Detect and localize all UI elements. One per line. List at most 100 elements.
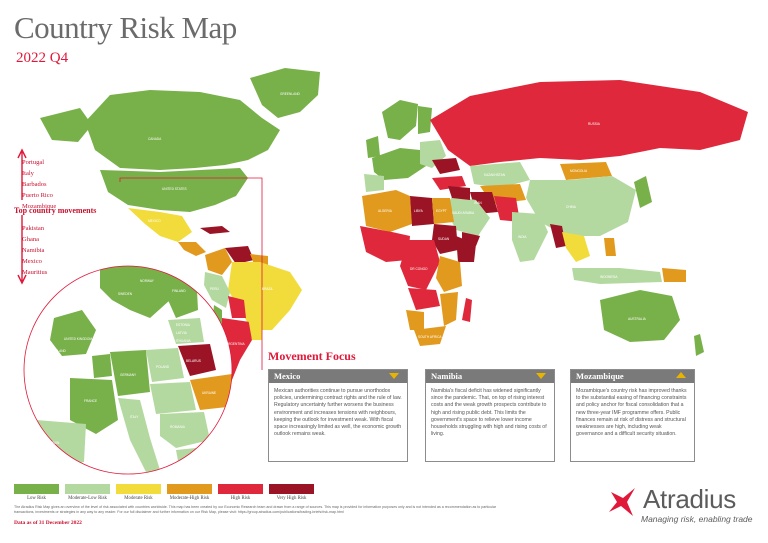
map-region-libya	[410, 196, 434, 226]
label-canada: CANADA	[148, 137, 162, 141]
movement-down-item: Mauritius	[22, 269, 48, 276]
movement-down-item: Namibia	[22, 247, 45, 254]
label-brazil: BRAZIL	[262, 287, 273, 291]
map-region-iraq-syria	[448, 186, 470, 200]
label-saudi: SAUDI ARABIA	[452, 211, 475, 215]
movement-pointer-line	[119, 177, 263, 370]
label-finland: FINLAND	[172, 289, 186, 293]
label-germany: GERMANY	[120, 373, 137, 377]
data-date: Data as of 31 December 2022	[14, 520, 82, 526]
inset-norway-sweden	[100, 266, 170, 318]
inset-germany	[110, 350, 150, 396]
map-region-north-africa-west	[362, 190, 412, 232]
label-south-africa: SOUTH AFRICA	[418, 335, 442, 339]
map-region-indonesia	[572, 268, 662, 284]
legend-swatch	[269, 484, 314, 494]
page-subtitle: 2022 Q4	[16, 50, 69, 66]
map-region-finland	[418, 106, 432, 134]
label-russia: RUSSIA	[588, 122, 601, 126]
map-region-angola-zambia	[408, 288, 440, 310]
inset-poland	[146, 348, 184, 382]
focus-card-text: Mexican authorities continue to pursue u…	[274, 388, 402, 438]
map-region-china	[526, 176, 636, 236]
map-region-paraguay-uruguay	[248, 318, 262, 340]
map-region-png	[662, 268, 686, 282]
legend-label: Moderate-High Risk	[169, 496, 210, 501]
focus-card-text: Namibia's fiscal deficit has widened sig…	[431, 388, 547, 438]
movement-up-item: Mozambique	[22, 203, 57, 210]
label-ireland: IRELAND	[52, 349, 67, 353]
map-region-southeast-asia	[562, 232, 590, 262]
label-peru: PERU	[210, 287, 220, 291]
legend-item-moderate-high: Moderate-High Risk	[167, 484, 212, 501]
risk-legend: Low Risk Moderate-Low Risk Moderate Risk…	[14, 484, 314, 501]
map-region-usa	[100, 168, 248, 212]
label-estonia: ESTONIA	[176, 323, 191, 327]
label-egypt: EGYPT	[436, 209, 447, 213]
label-algeria: ALGERIA	[378, 209, 393, 213]
movement-down-item: Mexico	[22, 258, 42, 265]
map-region-central-america	[178, 242, 206, 256]
down-triangle-icon	[389, 373, 399, 379]
map-region-alaska	[40, 108, 92, 142]
focus-card-header: Namibia	[426, 370, 554, 383]
map-region-west-europe	[372, 148, 426, 180]
legend-item-low: Low Risk	[14, 484, 59, 501]
map-region-madagascar	[462, 298, 472, 322]
map-region-namibia	[406, 310, 424, 330]
label-mongolia: MONGOLIA	[570, 169, 588, 173]
label-australia: AUSTRALIA	[628, 317, 647, 321]
map-region-russia	[430, 80, 748, 166]
inset-ukraine	[190, 374, 232, 410]
label-sweden: SWEDEN	[118, 292, 133, 296]
map-region-kazakhstan	[470, 162, 530, 188]
inset-romania-balkans	[160, 412, 210, 448]
map-region-bolivia	[228, 296, 246, 318]
focus-card-header: Mozambique	[571, 370, 694, 383]
label-greenland: GREENLAND	[280, 92, 301, 96]
legend-item-moderate: Moderate Risk	[116, 484, 161, 501]
movement-down-item: Ghana	[22, 236, 39, 243]
map-region-new-zealand	[694, 334, 704, 356]
europe-zoom-ring	[23, 265, 233, 475]
map-region-east-africa	[436, 256, 462, 292]
up-arrow	[17, 148, 27, 200]
map-region-norway-sweden	[382, 100, 418, 140]
legend-item-very-high: Very High Risk	[269, 484, 314, 501]
legend-label: High Risk	[230, 496, 251, 501]
focus-card-mozambique: Mozambique Mozambique's country risk has…	[570, 369, 695, 462]
legend-swatch	[65, 484, 110, 494]
down-arrow	[17, 215, 27, 285]
legend-label: Low Risk	[27, 496, 46, 501]
legend-label: Very High Risk	[276, 496, 307, 501]
label-sudan: SUDAN	[438, 237, 450, 241]
map-region-mozambique	[440, 292, 458, 326]
map-region-myanmar	[550, 224, 566, 248]
inset-uk-ireland	[50, 310, 96, 356]
map-region-cuba	[200, 226, 230, 234]
label-france: FRANCE	[84, 399, 97, 403]
label-mexico: MEXICO	[148, 219, 161, 223]
focus-card-header: Mexico	[269, 370, 407, 383]
focus-card-text: Mozambique's country risk has improved t…	[576, 388, 687, 438]
focus-card-namibia: Namibia Namibia's fiscal deficit has wid…	[425, 369, 555, 462]
label-romania: ROMANIA	[170, 425, 186, 429]
disclaimer-text: The Atradius Risk Map gives an overview …	[14, 505, 497, 514]
map-region-peru	[204, 272, 230, 308]
map-region-canada	[85, 90, 280, 170]
legend-swatch	[167, 484, 212, 494]
brand-name: Atradius	[643, 484, 736, 514]
legend-swatch	[116, 484, 161, 494]
map-region-australia	[600, 290, 680, 342]
map-region-japan-korea	[634, 176, 652, 208]
label-congo: DR CONGO	[410, 267, 428, 271]
focus-card-country: Mexico	[274, 371, 301, 381]
map-region-central-africa	[400, 240, 440, 290]
legend-item-moderate-low: Moderate-Low Risk	[65, 484, 110, 501]
brand-tagline: Managing risk, enabling trade	[641, 514, 753, 524]
label-libya: LIBYA	[414, 209, 424, 213]
focus-card-country: Namibia	[431, 371, 463, 381]
inset-baltics	[168, 318, 204, 344]
movements-label: Top country movements	[14, 206, 97, 215]
label-belarus: BELARUS	[186, 359, 201, 363]
